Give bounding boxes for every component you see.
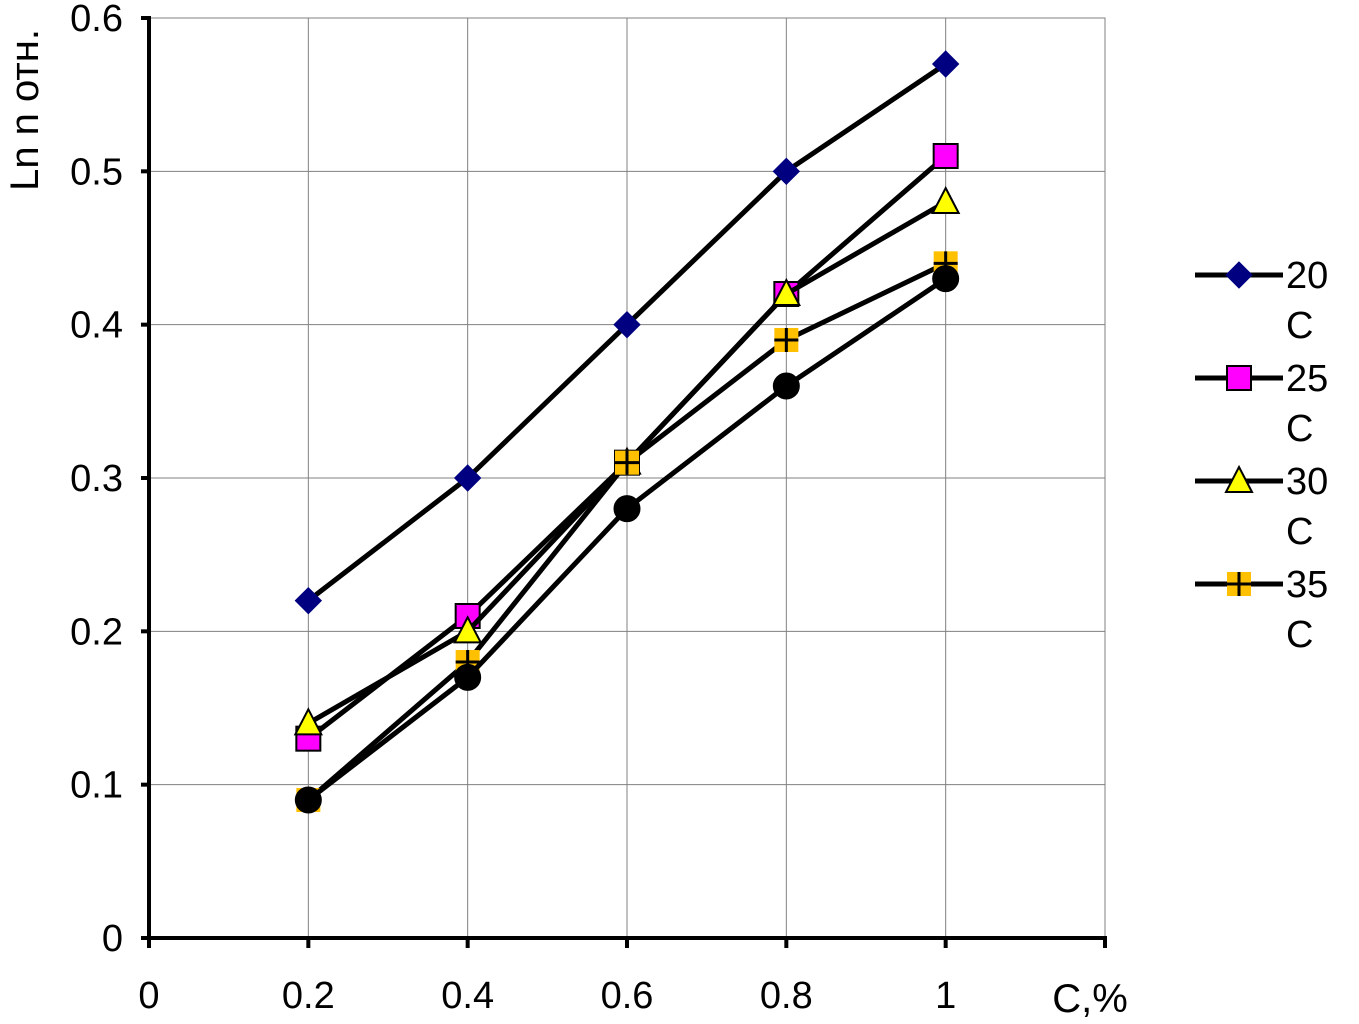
legend-label-unit: C xyxy=(1286,614,1313,656)
y-axis-title: Ln n отн. xyxy=(3,29,47,191)
grid-lines xyxy=(148,17,1106,939)
data-point xyxy=(454,663,482,691)
legend-label-unit: C xyxy=(1286,408,1313,450)
data-point xyxy=(453,615,483,644)
legend-label: 35 xyxy=(1286,564,1328,606)
marker-cross xyxy=(1227,572,1251,596)
data-point xyxy=(931,50,960,78)
y-tick-label: 0.1 xyxy=(70,765,123,807)
legend-label-unit: C xyxy=(1286,511,1313,553)
legend-marker xyxy=(1224,464,1254,493)
y-tick-label: 0.3 xyxy=(70,458,123,500)
y-tick-label: 0.4 xyxy=(70,305,123,347)
series-20-0 xyxy=(294,50,960,615)
marker-cross xyxy=(615,450,639,475)
x-tick-label: 0.2 xyxy=(282,975,335,1017)
legend-label: 25 xyxy=(1286,358,1328,400)
data-point xyxy=(613,495,641,523)
x-tick-label: 0.6 xyxy=(601,975,654,1017)
data-point xyxy=(453,464,482,492)
y-tick-label: 0.5 xyxy=(70,151,123,193)
data-point xyxy=(295,725,322,752)
x-tick-label: 1 xyxy=(935,975,956,1017)
legend-item-35: 35 C xyxy=(1195,564,1328,656)
legend: 20 C 25 C 30 C 35 C xyxy=(1195,255,1328,656)
data-point xyxy=(931,185,961,214)
data-point xyxy=(772,157,801,186)
y-tick-label: 0 xyxy=(102,918,123,960)
legend-label: 20 xyxy=(1286,255,1328,297)
legend-label-unit: C xyxy=(1286,305,1313,347)
marker-cross xyxy=(774,328,799,352)
legend-label: 30 xyxy=(1286,461,1328,503)
x-tick-label: 0 xyxy=(138,975,159,1017)
data-point xyxy=(613,310,641,339)
x-tick-label: 0.4 xyxy=(441,975,494,1017)
data-point xyxy=(615,450,639,475)
legend-marker xyxy=(1225,261,1253,289)
data-point xyxy=(774,328,799,352)
x-axis-title: C,% xyxy=(1052,977,1128,1021)
tick-labels: 0 0.1 0.2 0.3 0.4 0.5 0.6 0 0.2 0.4 0.6 0.8 1 xyxy=(70,0,956,1017)
data-point xyxy=(294,586,323,615)
y-tick-label: 0.6 xyxy=(70,0,123,40)
x-tick-label: 0.8 xyxy=(760,975,813,1017)
data-point xyxy=(932,143,959,169)
axes xyxy=(141,16,1107,948)
data-point xyxy=(932,265,960,293)
y-tick-label: 0.2 xyxy=(70,611,123,653)
data-point xyxy=(772,372,800,400)
legend-item-25: 25 C xyxy=(1195,358,1328,450)
series-group xyxy=(293,50,961,814)
legend-item-20: 20 C xyxy=(1195,255,1328,347)
data-point xyxy=(294,786,322,814)
data-point xyxy=(293,707,323,736)
legend-marker xyxy=(1226,365,1252,391)
legend-item-30: 30 C xyxy=(1195,461,1328,553)
data-point xyxy=(771,277,801,306)
legend-marker xyxy=(1227,572,1251,596)
series-unlabeled-4 xyxy=(294,265,960,814)
